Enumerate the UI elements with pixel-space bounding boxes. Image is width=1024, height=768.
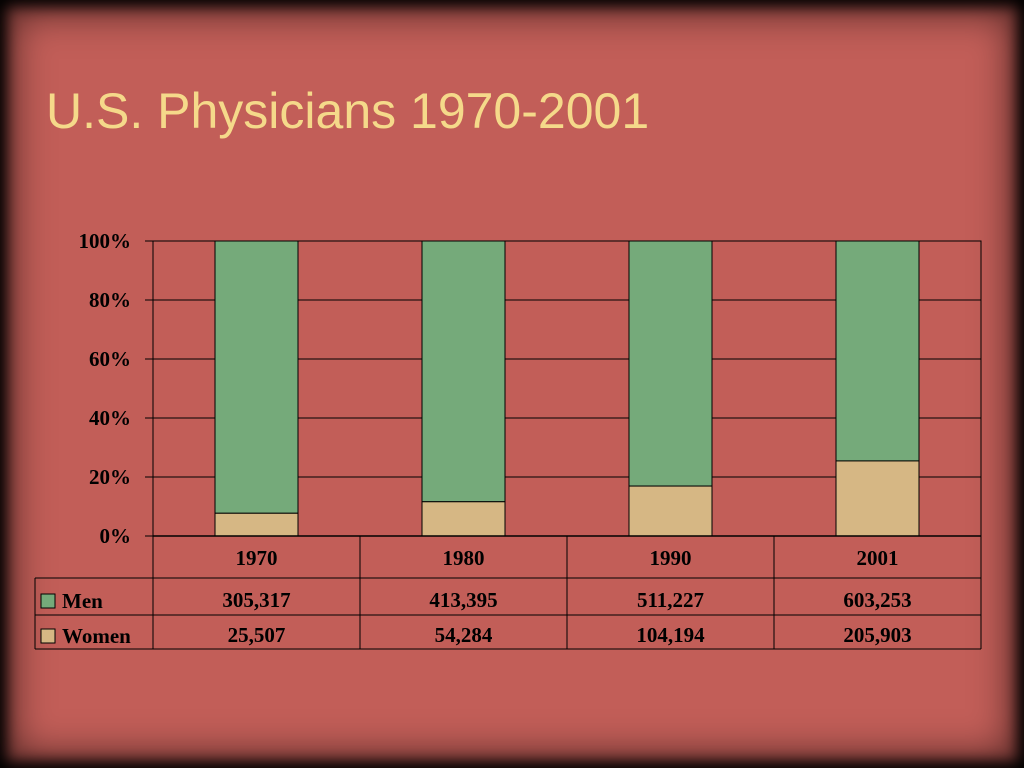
bar-men-1980 [421,240,506,503]
slide-title: U.S. Physicians 1970-2001 [46,83,650,139]
bar-women-1970 [214,512,299,537]
legend-swatch-men [40,593,56,609]
x-category-label: 2001 [857,546,899,570]
y-tick-label: 60% [89,347,131,371]
x-category-label: 1990 [650,546,692,570]
bar-men-1990 [628,240,713,487]
data-label-women: 54,284 [435,623,493,647]
data-label-women: 205,903 [843,623,911,647]
bar-women-2001 [835,460,920,537]
bar-men-1970 [214,240,299,514]
y-tick-label: 100% [79,229,132,253]
x-category-label: 1970 [236,546,278,570]
x-category-label: 1980 [443,546,485,570]
data-label-men: 413,395 [429,588,497,612]
bar-women-1990 [628,485,713,537]
bar-men-2001 [835,240,920,462]
y-tick-label: 0% [100,524,132,548]
legend-label-women: Women [62,624,131,648]
data-label-men: 511,227 [637,588,704,612]
y-tick-label: 40% [89,406,131,430]
y-tick-label: 20% [89,465,131,489]
data-label-men: 305,317 [222,588,290,612]
legend-swatch-women [40,628,56,644]
y-tick-label: 80% [89,288,131,312]
data-label-men: 603,253 [843,588,911,612]
bar-women-1980 [421,501,506,537]
data-label-women: 104,194 [636,623,705,647]
legend-label-men: Men [62,589,103,613]
data-label-women: 25,507 [228,623,286,647]
